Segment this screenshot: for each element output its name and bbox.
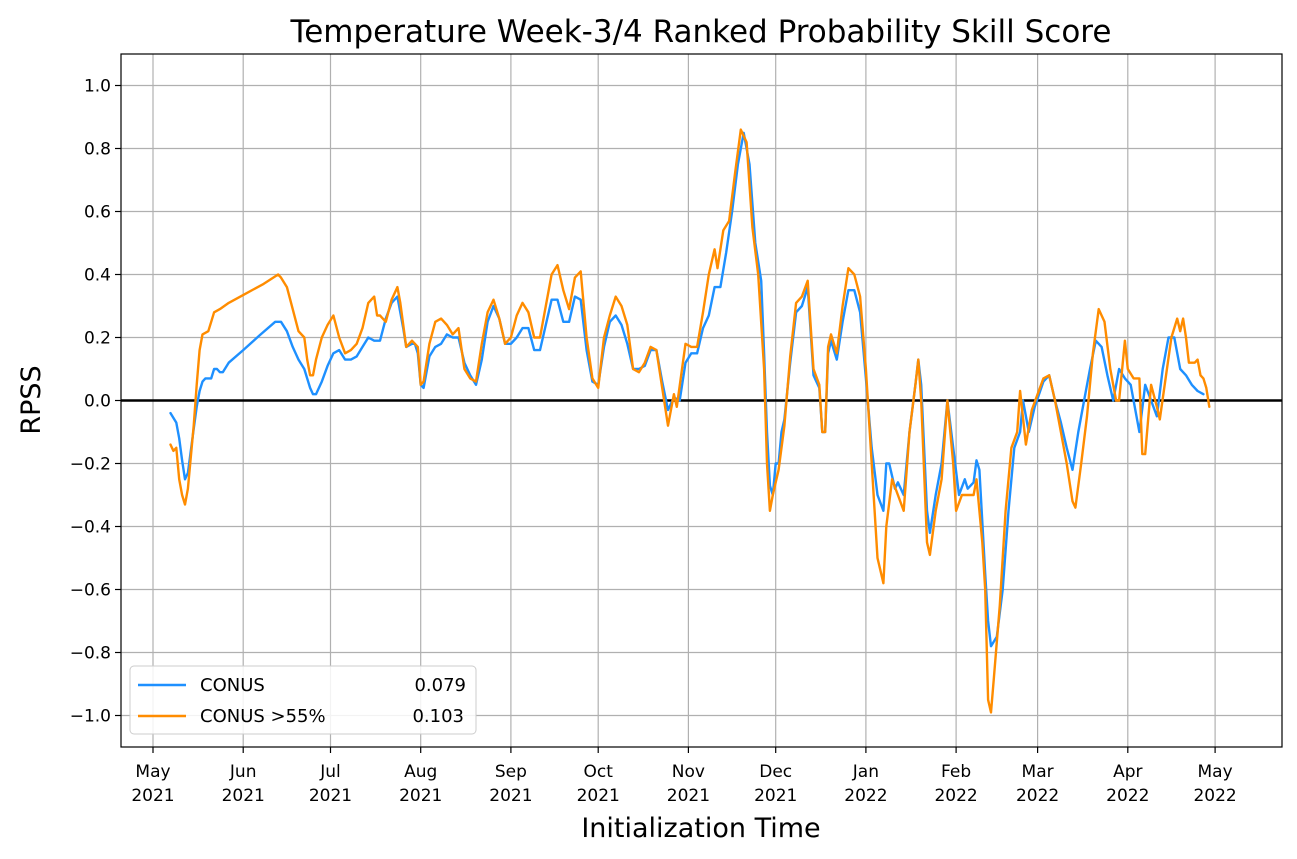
x-tick-month: Jul bbox=[319, 762, 341, 782]
x-tick-year: 2021 bbox=[222, 786, 265, 806]
x-tick-month: May bbox=[1198, 762, 1233, 782]
y-tick-label: 0.6 bbox=[84, 203, 111, 223]
x-tick-year: 2021 bbox=[309, 786, 352, 806]
y-tick-label: 0.0 bbox=[84, 392, 111, 412]
chart-title: Temperature Week-3/4 Ranked Probability … bbox=[290, 14, 1112, 50]
y-tick-label: −0.4 bbox=[70, 518, 111, 538]
y-tick-label: 0.2 bbox=[84, 329, 111, 349]
y-tick-label: 0.8 bbox=[84, 140, 111, 160]
legend-label-conus: CONUS bbox=[200, 675, 265, 696]
x-tick-year: 2022 bbox=[934, 786, 977, 806]
x-tick-year: 2022 bbox=[1016, 786, 1059, 806]
x-tick-month: May bbox=[135, 762, 170, 782]
y-tick-label: −0.2 bbox=[70, 455, 111, 475]
y-tick-label: 1.0 bbox=[84, 77, 111, 97]
y-axis: 1.0 0.8 0.6 0.4 0.2 0.0 −0.2 −0.4 −0.6 −0.8 −1.0 bbox=[70, 77, 121, 727]
x-tick-month: Feb bbox=[941, 762, 971, 782]
x-tick-year: 2022 bbox=[1106, 786, 1149, 806]
x-tick-month: Jun bbox=[229, 762, 257, 782]
x-tick-year: 2022 bbox=[844, 786, 887, 806]
x-tick-year: 2021 bbox=[489, 786, 532, 806]
x-tick-month: Nov bbox=[672, 762, 705, 782]
series-line-0 bbox=[169, 131, 1205, 648]
series-line-1 bbox=[169, 128, 1211, 714]
x-tick-year: 2021 bbox=[399, 786, 442, 806]
x-tick-year: 2021 bbox=[667, 786, 710, 806]
legend-label-conus-55: CONUS >55% bbox=[200, 706, 326, 727]
series-group bbox=[169, 128, 1211, 714]
x-tick-month: Mar bbox=[1022, 762, 1054, 782]
y-tick-label: 0.4 bbox=[84, 266, 111, 286]
y-tick-label: −1.0 bbox=[70, 707, 111, 727]
x-axis: May 2021 Jun 2021 Jul 2021 Aug 2021 Sep 2021 Oct 20… bbox=[131, 747, 1237, 806]
y-tick-label: −0.8 bbox=[70, 644, 111, 664]
x-tick-year: 2021 bbox=[577, 786, 620, 806]
legend-value-conus: 0.079 bbox=[414, 675, 466, 696]
x-tick-month: Dec bbox=[759, 762, 792, 782]
x-tick-month: Apr bbox=[1113, 762, 1142, 782]
x-tick-month: Jan bbox=[852, 762, 879, 782]
x-tick-month: Aug bbox=[404, 762, 437, 782]
x-tick-year: 2021 bbox=[754, 786, 797, 806]
x-tick-year: 2022 bbox=[1193, 786, 1236, 806]
x-axis-title: Initialization Time bbox=[581, 813, 820, 844]
x-tick-year: 2021 bbox=[131, 786, 174, 806]
legend-box bbox=[129, 665, 477, 735]
y-tick-label: −0.6 bbox=[70, 581, 111, 601]
y-axis-title: RPSS bbox=[16, 365, 47, 434]
legend: CONUS 0.079 CONUS >55% 0.103 bbox=[129, 665, 477, 735]
x-tick-month: Oct bbox=[583, 762, 613, 782]
x-tick-month: Sep bbox=[495, 762, 527, 782]
legend-value-conus-55: 0.103 bbox=[412, 706, 464, 727]
